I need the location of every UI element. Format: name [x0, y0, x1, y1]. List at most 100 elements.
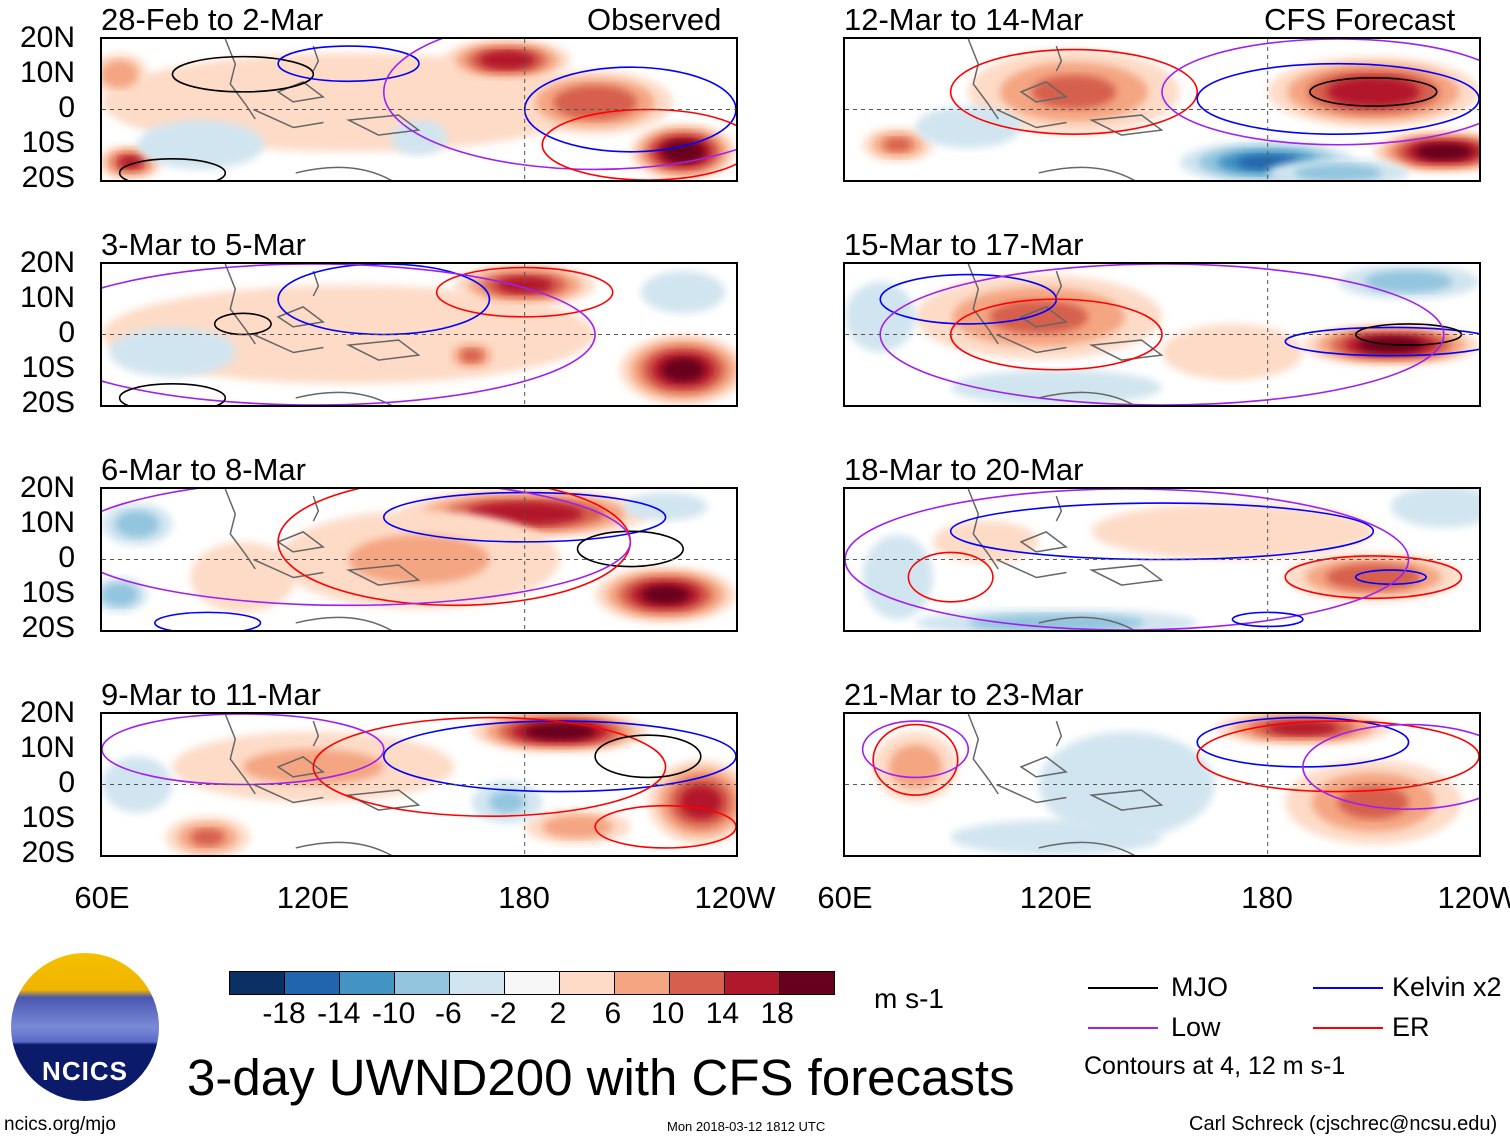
wind-anomaly-blob — [1327, 76, 1420, 108]
site-link[interactable]: ncics.org/mjo — [4, 1114, 116, 1135]
colorbar-swatch — [395, 972, 450, 994]
colorbar-label: -14 — [317, 997, 361, 1030]
wind-anomaly-blob — [109, 327, 236, 377]
colorbar-label: 6 — [604, 997, 622, 1030]
lat-tick-label: 10N — [19, 281, 75, 314]
units-label: m s-1 — [874, 983, 944, 1014]
lat-tick-label: 10S — [21, 801, 75, 834]
map-panel — [843, 487, 1481, 632]
contour-r — [907, 551, 994, 603]
colorbar-swatch — [560, 972, 615, 994]
legend-label-kelvin: Kelvin x2 — [1392, 972, 1502, 1002]
lon-tick-label: 180 — [498, 880, 550, 915]
lon-tick-label: 60E — [817, 880, 873, 915]
lat-tick-label: 10S — [21, 576, 75, 609]
contour-b — [949, 502, 1375, 561]
legend-line-mjo — [1088, 987, 1158, 989]
panel-title: 18-Mar to 20-Mar — [844, 452, 1084, 487]
legend-label-er: ER — [1392, 1012, 1430, 1042]
wind-anomaly-blob — [489, 791, 525, 813]
wind-anomaly-blob — [862, 534, 934, 620]
wind-anomaly-blob — [915, 105, 1022, 149]
contour-p — [383, 39, 736, 171]
coastline — [967, 489, 1164, 630]
wind-anomaly-blob — [460, 348, 484, 363]
wind-anomaly-blob — [950, 819, 1162, 855]
colorbar-swatch — [725, 972, 780, 994]
panel-title: 28-Feb to 2-Mar — [101, 2, 324, 37]
wind-anomaly-blob — [1338, 785, 1409, 820]
lat-tick-label: 10S — [21, 126, 75, 159]
legend-line-er — [1313, 1027, 1383, 1029]
contour-p — [861, 720, 970, 779]
colorbar-swatch — [670, 972, 725, 994]
lat-tick-label: 20N — [19, 471, 75, 504]
map-panel — [100, 262, 738, 407]
contour-p — [102, 489, 632, 607]
contour-k — [171, 55, 315, 93]
coastline — [224, 39, 421, 180]
panel-title: 6-Mar to 8-Mar — [101, 452, 306, 487]
colorbar-swatch — [340, 972, 395, 994]
colorbar-swatch — [780, 972, 834, 994]
wind-anomaly-blob — [496, 276, 553, 294]
forecast-header: CFS Forecast — [1264, 2, 1456, 37]
panel-title: 15-Mar to 17-Mar — [844, 227, 1084, 262]
ncics-logo: NCICS — [11, 953, 159, 1101]
author-credit: Carl Schreck (cjschrec@ncsu.edu) — [1189, 1113, 1498, 1135]
wind-anomaly-blob — [662, 358, 705, 382]
contour-b — [277, 45, 420, 83]
coastline — [967, 264, 1164, 405]
contour-r — [1284, 555, 1463, 600]
lon-tick-label: 120W — [1437, 880, 1510, 915]
colorbar-swatch — [450, 972, 505, 994]
contour-k — [576, 530, 684, 568]
wind-anomaly-blob — [1364, 270, 1453, 293]
lon-tick-label: 120E — [1019, 880, 1093, 915]
lat-tick-label: 0 — [58, 91, 75, 124]
contour-k — [213, 312, 272, 336]
wind-anomaly-blob — [1162, 323, 1303, 381]
colorbar-label: -6 — [435, 997, 462, 1030]
contour-b — [1196, 62, 1479, 135]
wind-anomaly-blob — [1294, 164, 1383, 180]
contour-p — [102, 264, 596, 405]
lat-tick-label: 20N — [19, 696, 75, 729]
legend-label-mjo: MJO — [1171, 972, 1228, 1002]
contour-r — [949, 48, 1199, 135]
wind-anomaly-blob — [542, 815, 613, 839]
map-panel — [100, 487, 738, 632]
map-panel — [843, 37, 1481, 182]
observed-header: Observed — [587, 2, 722, 37]
colorbar-swatch — [230, 972, 285, 994]
colorbar — [229, 971, 835, 995]
wind-anomaly-blob — [479, 50, 535, 70]
wind-anomaly-blob — [190, 828, 225, 846]
wind-anomaly-blob — [118, 156, 142, 169]
lat-tick-label: 10N — [19, 56, 75, 89]
contour-r — [1196, 720, 1479, 793]
panel-title: 9-Mar to 11-Mar — [101, 677, 321, 712]
lat-tick-label: 10N — [19, 731, 75, 764]
lat-tick-label: 0 — [58, 766, 75, 799]
colorbar-label: -18 — [262, 997, 306, 1030]
colorbar-label: -2 — [489, 997, 517, 1030]
lon-tick-label: 120E — [276, 880, 350, 915]
wind-anomaly-blob — [1031, 74, 1117, 109]
legend-line-low — [1088, 1027, 1158, 1029]
coastline — [967, 39, 1164, 180]
wind-anomaly-blob — [115, 511, 160, 538]
lat-tick-label: 20S — [21, 611, 75, 644]
lat-tick-label: 20N — [19, 21, 75, 54]
lat-tick-label: 20S — [21, 386, 75, 419]
panel-title: 3-Mar to 5-Mar — [101, 227, 306, 262]
wind-anomaly-blob — [1415, 143, 1472, 161]
lon-tick-label: 60E — [74, 880, 130, 915]
panel-title: 12-Mar to 14-Mar — [844, 2, 1084, 37]
wind-anomaly-blob — [1267, 721, 1339, 736]
wind-anomaly-blob — [390, 120, 448, 156]
contour-p — [1161, 39, 1479, 146]
figure-title: 3-day UWND200 with CFS forecasts — [187, 1049, 1015, 1106]
legend-line-kelvin — [1313, 987, 1383, 989]
